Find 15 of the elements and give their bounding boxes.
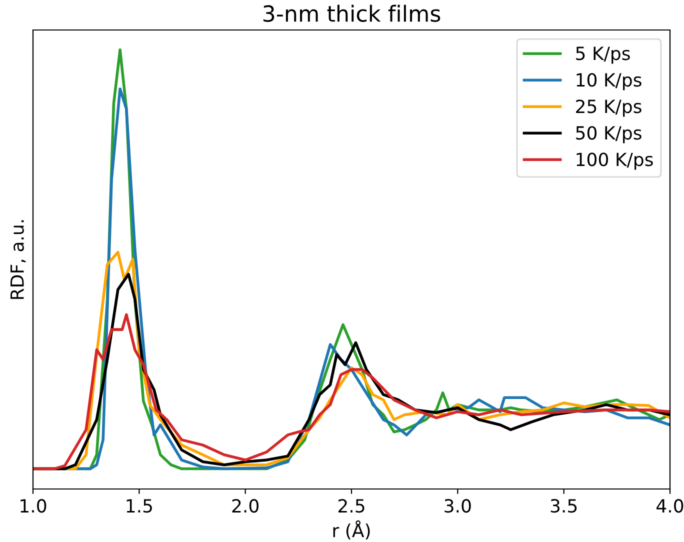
legend-label: 50 K/ps <box>576 126 642 144</box>
legend-label: 10 K/ps <box>576 73 642 90</box>
legend-label: 25 K/ps <box>576 100 642 117</box>
legend-label: 5 K/ps <box>576 46 630 64</box>
y-axis-title: RDF, a.u. <box>10 220 26 299</box>
x-tick-label: 4.0 <box>656 499 684 513</box>
x-axis-title: r (Å) <box>333 520 370 540</box>
chart-title: 3-nm thick films <box>263 4 440 22</box>
x-tick-label: 3.0 <box>444 499 471 513</box>
x-tick-label: 1.5 <box>126 499 152 513</box>
x-tick-label: 3.5 <box>550 499 577 513</box>
x-tick-label: 2.5 <box>338 499 364 513</box>
x-tick-label: 1.0 <box>20 499 46 513</box>
x-tick-label: 2.0 <box>232 499 258 513</box>
legend-label: 100 K/ps <box>576 152 653 170</box>
